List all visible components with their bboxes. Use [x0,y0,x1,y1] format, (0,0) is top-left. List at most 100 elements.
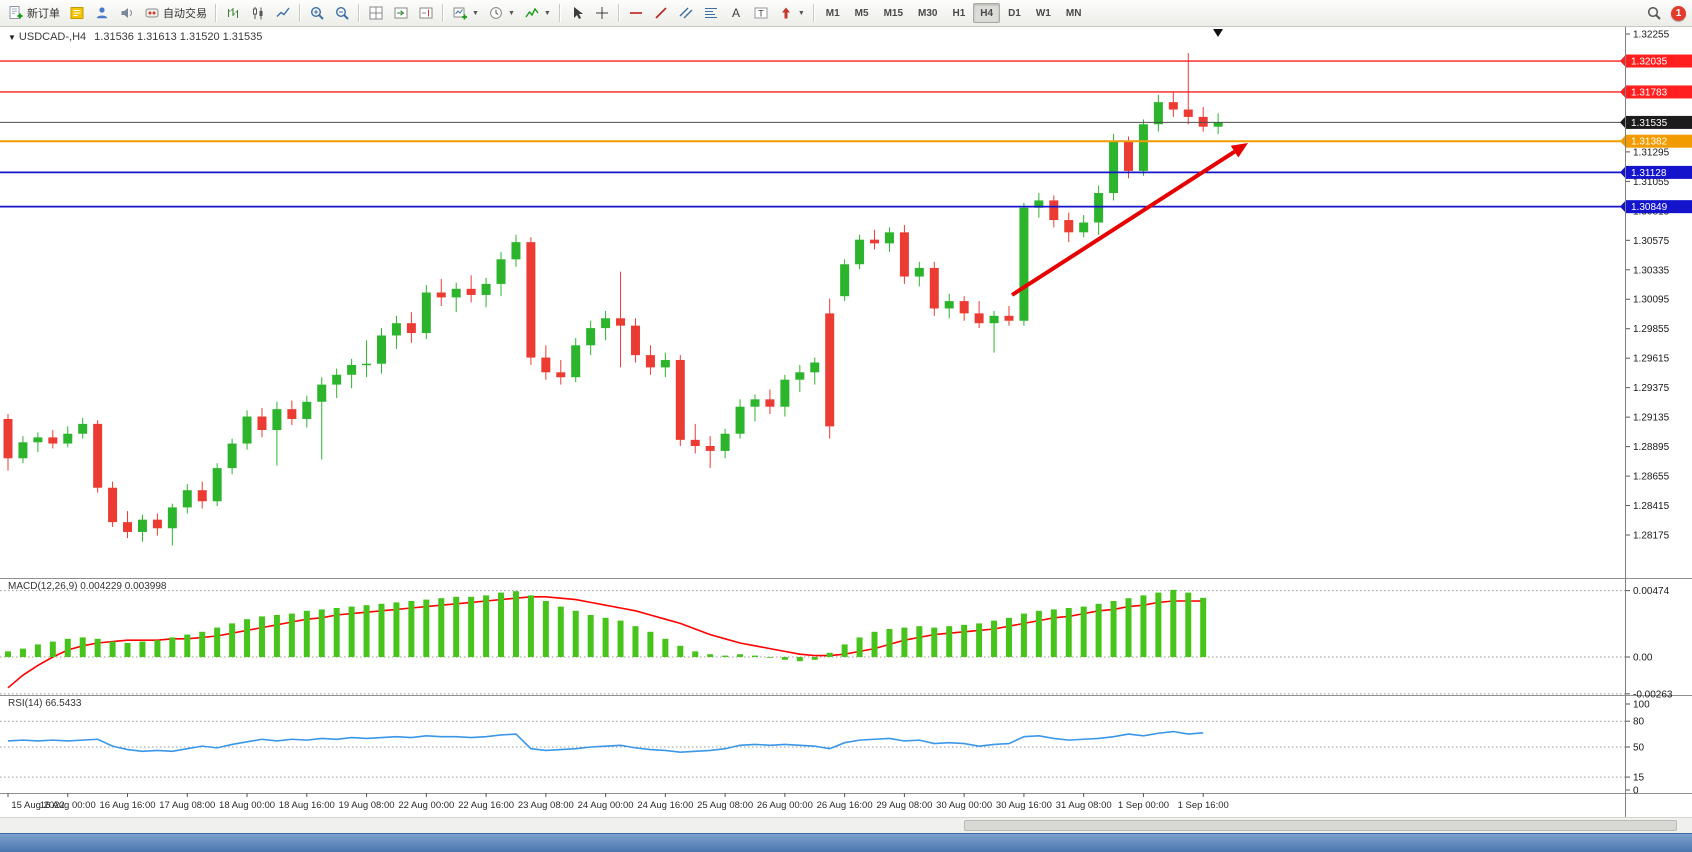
candle-body [421,292,431,334]
chart-canvas[interactable]: 1.322551.320151.317751.315351.312951.310… [0,27,1692,817]
search-icon [1647,6,1661,20]
market-depth-button[interactable] [90,2,114,24]
timeframes-menu-button[interactable]: ▼ [484,2,519,24]
notification-badge[interactable]: 1 [1671,5,1686,21]
candle-body [3,418,13,459]
toolbar-separator [299,4,301,22]
horizontal-line-button[interactable] [624,2,648,24]
auto-scroll-icon [394,7,408,19]
candle-body [197,490,207,502]
candle-body [586,328,596,346]
svg-text:1.28655: 1.28655 [1633,472,1670,483]
trendline-icon [655,7,667,19]
candle-body [765,399,775,407]
candle-body [601,318,611,329]
timeframe-w1-button[interactable]: W1 [1029,3,1058,23]
cursor-button[interactable] [565,2,589,24]
candlestick-icon [253,7,263,20]
timeframe-m15-button[interactable]: M15 [877,3,910,23]
cursor-icon [573,7,583,19]
svg-text:1 Sep 00:00: 1 Sep 00:00 [1118,800,1169,811]
auto-scroll-button[interactable] [389,2,413,24]
chart-shift-button[interactable] [414,2,438,24]
timeframe-h1-button[interactable]: H1 [945,3,972,23]
price-badge-notch [1620,134,1626,148]
svg-text:29 Aug 08:00: 29 Aug 08:00 [876,800,932,811]
candle-body [436,292,446,298]
autotrading-label: 自动交易 [163,8,207,20]
candlestick-series[interactable] [3,53,1223,546]
text-button[interactable]: A [724,2,748,24]
candle-body [18,442,28,459]
indicators-menu-button[interactable]: ▼ [520,2,555,24]
candle-body [1183,109,1193,117]
timeframe-d1-button[interactable]: D1 [1001,3,1028,23]
autotrading-button[interactable]: 自动交易 [140,2,211,24]
candle-body [167,507,177,529]
svg-text:18 Aug 00:00: 18 Aug 00:00 [219,800,275,811]
candle-body [630,325,640,356]
svg-text:1.30095: 1.30095 [1633,295,1670,306]
zoom-out-button[interactable] [330,2,354,24]
metaeditor-button[interactable] [65,2,89,24]
crosshair-button[interactable] [590,2,614,24]
svg-text:0: 0 [1633,786,1639,797]
candle-body [944,301,954,309]
candle-body [705,445,715,451]
text-label-icon: T [754,7,768,19]
candle-body [1019,207,1029,321]
svg-text:1.30335: 1.30335 [1633,265,1670,276]
price-badge-label: 1.31382 [1631,137,1668,148]
timeframe-m5-button[interactable]: M5 [848,3,876,23]
candle-body [989,315,999,324]
timeframe-m1-button[interactable]: M1 [819,3,847,23]
candle-body [1124,141,1133,171]
new-order-button[interactable]: 新订单 [4,2,64,24]
timeframe-m30-button[interactable]: M30 [911,3,944,23]
scroll-to-end-marker[interactable] [1213,29,1223,37]
sounds-button[interactable] [115,2,139,24]
fibonacci-icon [704,8,717,18]
candle-body [1168,102,1178,110]
text-label-button[interactable]: T [749,2,773,24]
candle-body [451,288,461,298]
candle-body [347,364,357,375]
candle-body [93,423,103,488]
svg-text:50: 50 [1633,743,1645,754]
price-badge-label: 1.30849 [1631,202,1668,213]
zoom-in-button[interactable] [305,2,329,24]
new-order-icon [9,6,23,19]
candle-body [137,519,147,532]
candle-body [1153,102,1163,125]
candle-body [899,232,909,277]
toolbar-separator [442,4,444,22]
horizontal-scrollbar[interactable] [0,817,1692,833]
candlestick-chart-button[interactable] [246,2,270,24]
price-badge-notch [1620,165,1626,179]
dropdown-caret-icon: ▼ [797,9,805,17]
tile-windows-button[interactable] [364,2,388,24]
candle-body [675,360,685,440]
zoom-in-icon [310,6,324,20]
toolbar-separator [215,4,217,22]
scrollbar-thumb[interactable] [964,820,1678,831]
candle-body [690,439,700,446]
trendline-button[interactable] [649,2,673,24]
svg-text:1.31055: 1.31055 [1633,177,1670,188]
search-button[interactable] [1642,2,1666,24]
dropdown-caret-icon: ▼ [543,9,551,17]
timeframe-h4-button[interactable]: H4 [973,3,1001,23]
trend-arrow-annotation[interactable] [1010,143,1248,297]
arrows-tool-button[interactable]: ▼ [774,2,809,24]
line-chart-button[interactable] [271,2,295,24]
bar-chart-button[interactable] [221,2,245,24]
candle-body [959,301,969,314]
timeframe-mn-button[interactable]: MN [1059,3,1089,23]
text-icon: A [732,6,740,20]
svg-text:-0.00263: -0.00263 [1633,689,1673,700]
fibonacci-button[interactable] [699,2,723,24]
channel-button[interactable] [674,2,698,24]
new-chart-button[interactable]: ▼ [448,2,483,24]
indicators-icon [525,7,539,18]
